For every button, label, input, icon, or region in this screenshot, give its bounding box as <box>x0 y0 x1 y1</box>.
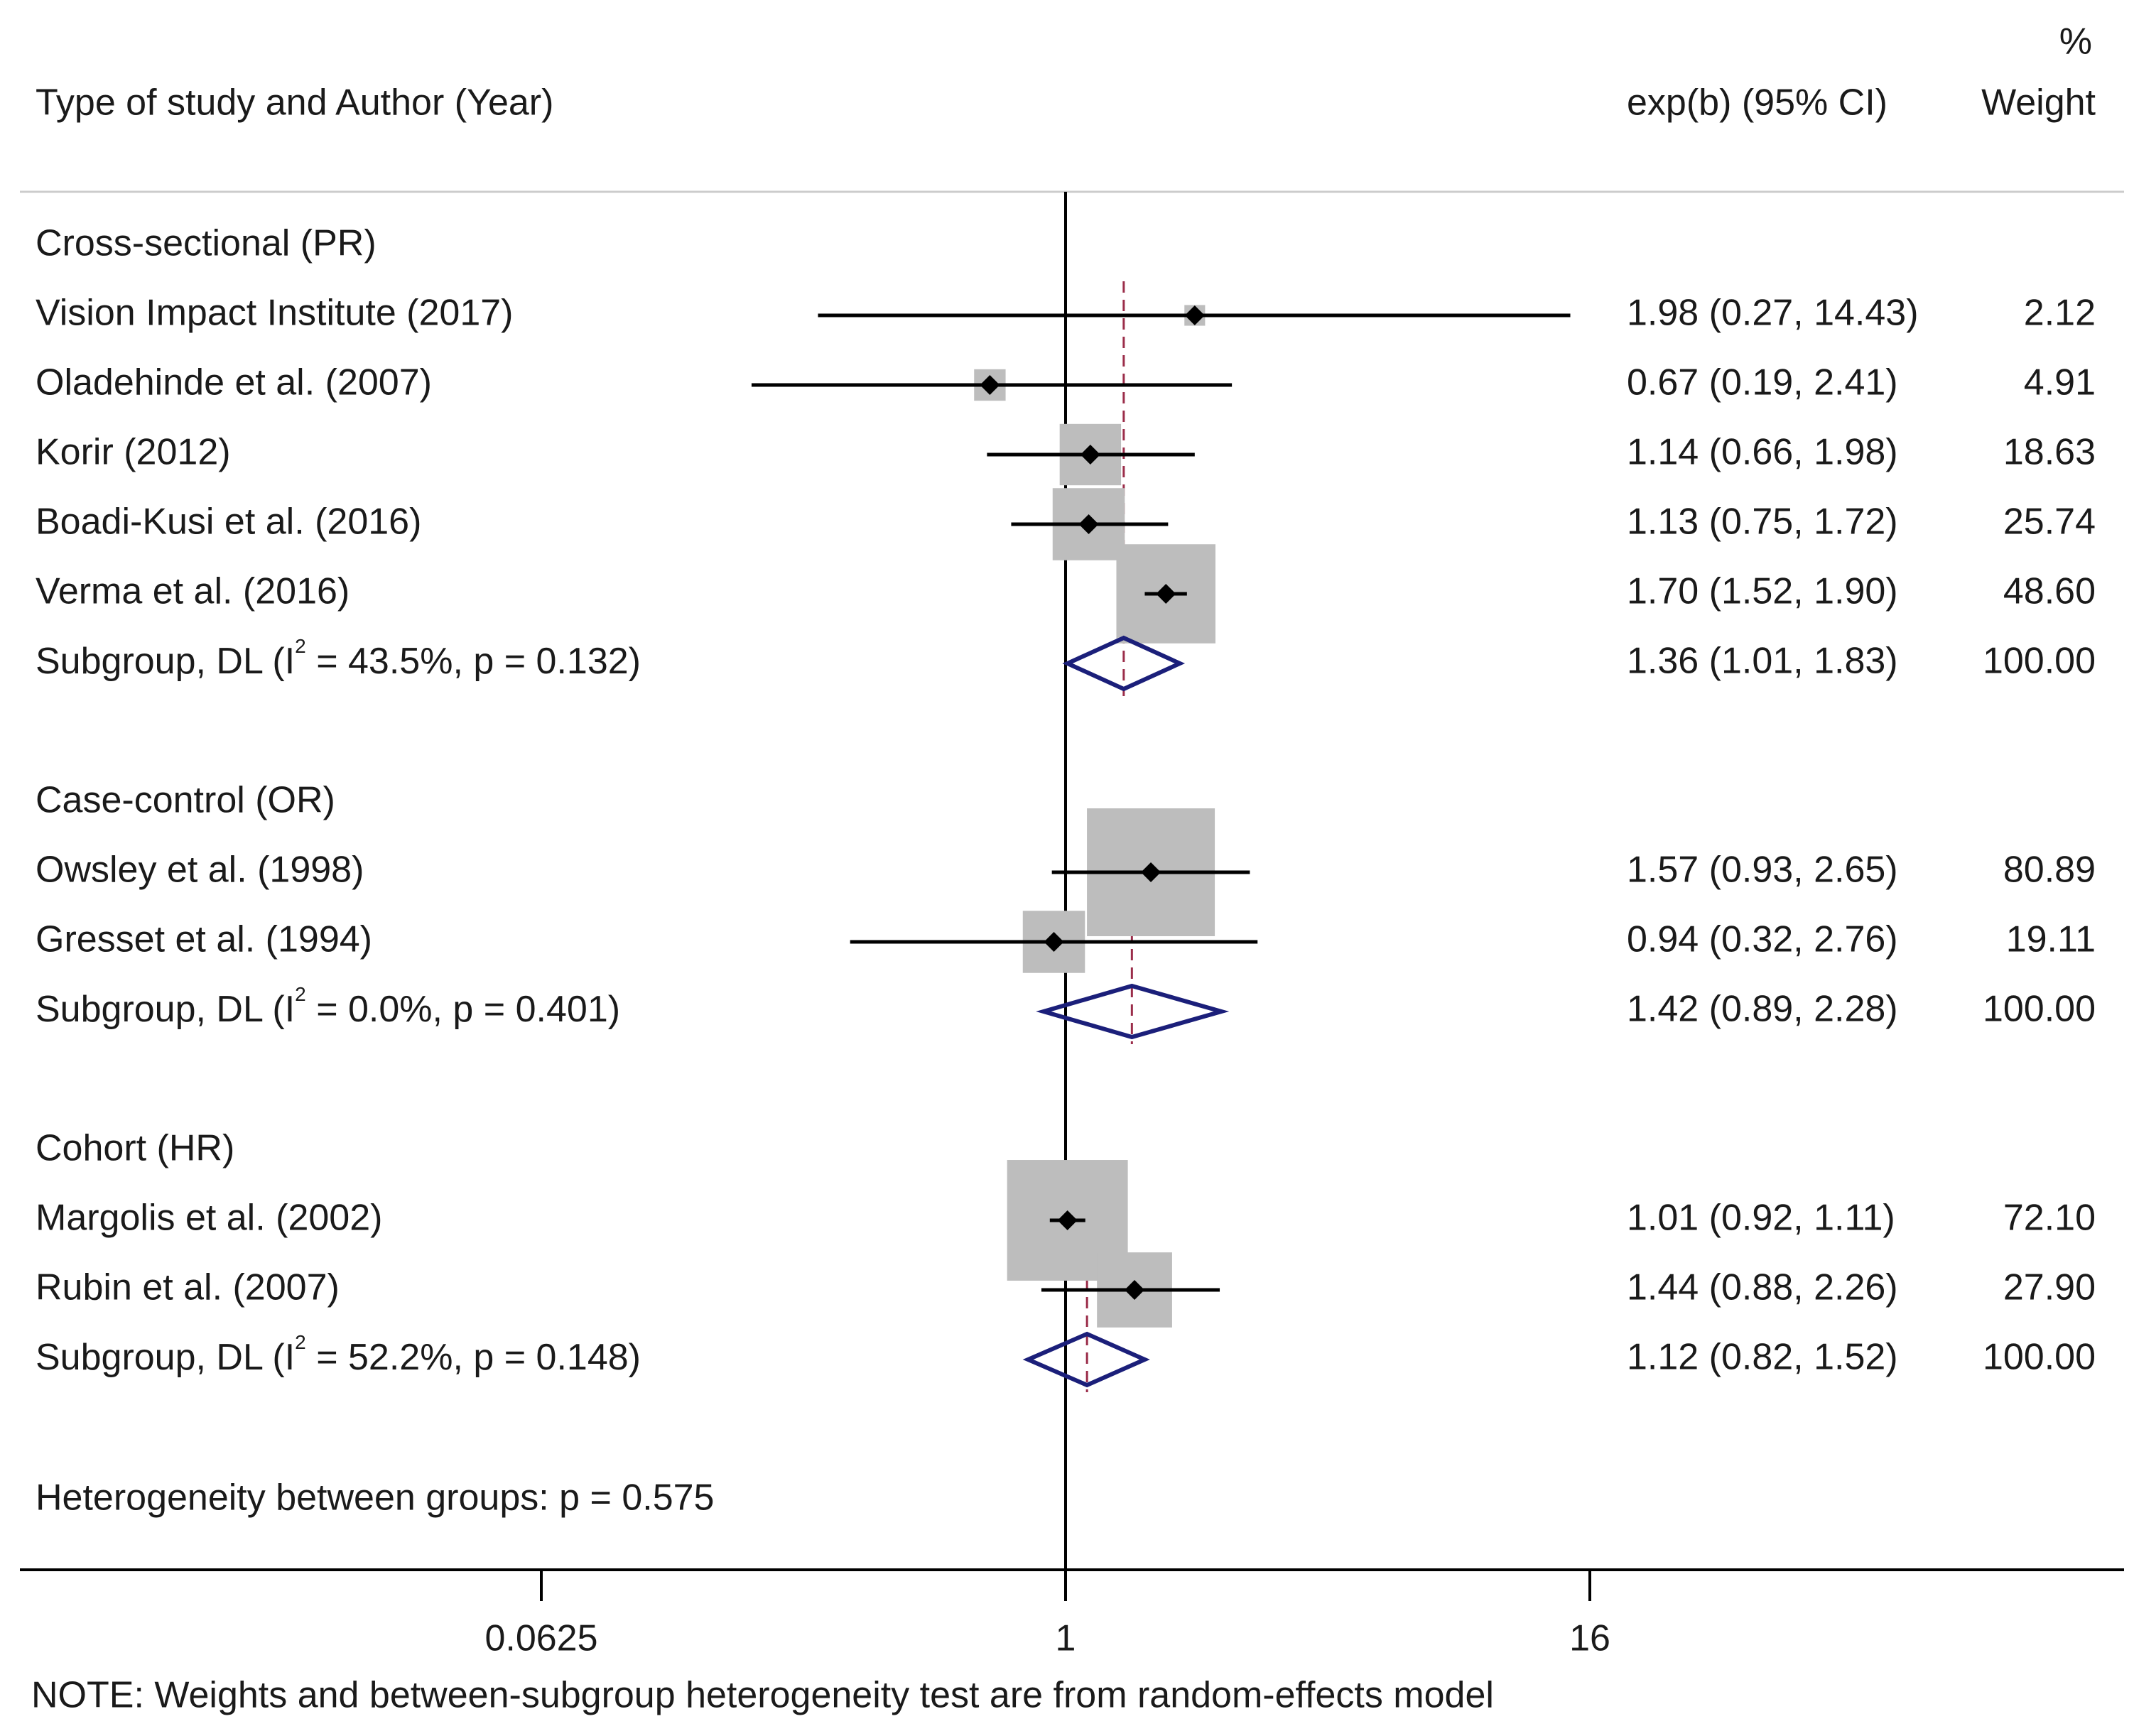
study-point-estimate <box>1057 1210 1078 1230</box>
study-weight-text: 18.63 <box>2003 432 2096 473</box>
study-label: Margolis et al. (2002) <box>36 1198 382 1239</box>
study-label: Verma et al. (2016) <box>36 571 350 612</box>
group-title: Cross-sectional (PR) <box>36 223 377 264</box>
study-label: Boadi-Kusi et al. (2016) <box>36 501 421 543</box>
study-ci-text: 1.98 (0.27, 14.43) <box>1627 293 1919 334</box>
study-point-estimate <box>1080 445 1100 465</box>
study-weight-text: 2.12 <box>2024 293 2096 334</box>
study-weight-text: 27.90 <box>2003 1267 2096 1308</box>
group-title: Cohort (HR) <box>36 1128 234 1169</box>
study-weight-text: 4.91 <box>2024 362 2096 403</box>
study-weight-text: 48.60 <box>2003 571 2096 612</box>
group-title: Case-control (OR) <box>36 780 335 821</box>
x-axis-tick-label: 1 <box>1056 1618 1076 1659</box>
subgroup-label: Subgroup, DL (I2 = 52.2%, p = 0.148) <box>36 1331 641 1377</box>
study-weight-text: 72.10 <box>2003 1198 2096 1239</box>
subgroup-weight-text: 100.00 <box>1983 1337 2096 1378</box>
study-point-estimate <box>1078 514 1099 534</box>
study-point-estimate <box>1184 305 1205 325</box>
study-ci-text: 1.44 (0.88, 2.26) <box>1627 1267 1898 1308</box>
study-ci-text: 1.01 (0.92, 1.11) <box>1627 1198 1895 1239</box>
study-point-estimate <box>1156 584 1176 604</box>
study-label: Vision Impact Institute (2017) <box>36 293 514 334</box>
study-weight-text: 25.74 <box>2003 501 2096 543</box>
study-ci-text: 0.94 (0.32, 2.76) <box>1627 919 1898 960</box>
study-point-estimate <box>1125 1280 1145 1300</box>
header-effect-label: exp(b) (95% CI) <box>1627 82 1887 124</box>
footnote-text: NOTE: Weights and between-subgroup heter… <box>31 1675 1494 1716</box>
study-weight-text: 80.89 <box>2003 850 2096 891</box>
header-weight-label: Weight <box>1981 82 2096 124</box>
header-study-label: Type of study and Author (Year) <box>36 82 553 124</box>
study-label: Gresset et al. (1994) <box>36 919 372 960</box>
study-label: Owsley et al. (1998) <box>36 850 364 891</box>
study-label: Rubin et al. (2007) <box>36 1267 340 1308</box>
study-label: Oladehinde et al. (2007) <box>36 362 432 403</box>
subgroup-weight-text: 100.00 <box>1983 989 2096 1030</box>
subgroup-ci-text: 1.12 (0.82, 1.52) <box>1627 1337 1898 1378</box>
subgroup-diamond <box>1062 635 1186 692</box>
study-ci-text: 1.70 (1.52, 1.90) <box>1627 571 1898 612</box>
study-ci-text: 1.13 (0.75, 1.72) <box>1627 501 1898 543</box>
subgroup-weight-text: 100.00 <box>1983 641 2096 682</box>
x-axis-tick-label: 0.0625 <box>484 1618 597 1659</box>
subgroup-diamond <box>1022 1331 1150 1388</box>
header-weight-percent: % <box>2059 21 2092 63</box>
study-point-estimate <box>1044 932 1064 952</box>
study-point-estimate <box>1141 862 1161 882</box>
subgroup-label: Subgroup, DL (I2 = 43.5%, p = 0.132) <box>36 635 641 681</box>
subgroup-ci-text: 1.36 (1.01, 1.83) <box>1627 641 1898 682</box>
study-point-estimate <box>980 375 1000 395</box>
study-ci-text: 1.14 (0.66, 1.98) <box>1627 432 1898 473</box>
study-weight-text: 19.11 <box>2006 919 2096 960</box>
study-ci-text: 0.67 (0.19, 2.41) <box>1627 362 1898 403</box>
heterogeneity-text: Heterogeneity between groups: p = 0.575 <box>36 1477 714 1519</box>
study-ci-text: 1.57 (0.93, 2.65) <box>1627 850 1898 891</box>
subgroup-ci-text: 1.42 (0.89, 2.28) <box>1627 989 1898 1030</box>
subgroup-diamond <box>1036 983 1230 1040</box>
subgroup-label: Subgroup, DL (I2 = 0.0%, p = 0.401) <box>36 983 620 1029</box>
x-axis-tick-label: 16 <box>1569 1618 1610 1659</box>
study-label: Korir (2012) <box>36 432 231 473</box>
